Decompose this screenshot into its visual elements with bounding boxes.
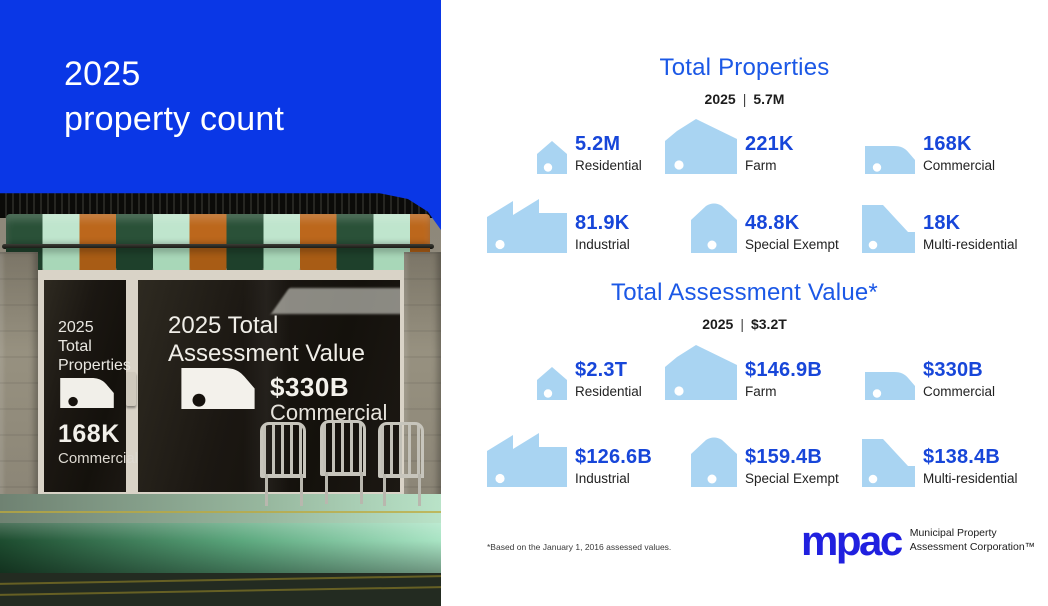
mpac-logo-caption: Municipal Property Assessment Corporatio… xyxy=(910,527,1035,554)
road xyxy=(0,573,441,606)
window-main-value: $330B xyxy=(270,372,350,402)
stat-value: $146.9B xyxy=(745,359,823,381)
stat-special-exempt: 48.8K Special Exempt xyxy=(653,198,839,253)
industrial-icon xyxy=(483,432,567,487)
multi-residential-icon xyxy=(831,205,915,253)
stat-label: Farm xyxy=(745,158,777,173)
stat-value: $159.4B xyxy=(745,446,823,468)
window-left-line2: Total xyxy=(58,338,92,356)
concrete-pillar-left xyxy=(0,252,38,502)
total-assessment-grid: $2.3T Residential $146.9B Farm $330B xyxy=(441,345,1048,487)
awning-frame-bar xyxy=(2,244,434,249)
logo-caption-line2: Assessment Corporation™ xyxy=(909,540,1036,553)
section-total: 5.7M xyxy=(753,91,785,107)
mpac-logo-wordmark: mpac xyxy=(801,517,903,564)
stat-label: Commercial xyxy=(923,384,996,399)
stat-special-exempt: $159.4B Special Exempt xyxy=(653,432,839,487)
window-left-line3: Properties xyxy=(58,357,131,375)
patio-chair xyxy=(258,422,310,506)
stat-label: Special Exempt xyxy=(745,237,839,252)
commercial-icon xyxy=(176,368,260,409)
divider: | xyxy=(742,91,747,107)
industrial-icon xyxy=(483,198,567,253)
section-title-total-assessment-value: Total Assessment Value* xyxy=(611,279,878,306)
stat-value: 81.9K xyxy=(575,212,630,234)
curb-line xyxy=(0,511,441,513)
section-year: 2025 xyxy=(702,316,734,332)
stat-label: Residential xyxy=(575,384,642,399)
window-main-line2: Assessment Value xyxy=(168,340,365,368)
stat-value: 168K xyxy=(923,133,972,155)
stat-label: Industrial xyxy=(575,237,630,252)
window-left-value: 168K xyxy=(58,420,120,448)
section-subtitle: 2025 | 5.7M xyxy=(441,91,1048,107)
section-title-total-properties: Total Properties xyxy=(659,54,830,81)
patio-chair xyxy=(376,422,428,506)
stat-label: Special Exempt xyxy=(745,471,839,486)
patio-chair xyxy=(318,420,370,504)
page-title: 2025 property count xyxy=(64,52,284,142)
stat-value: 5.2M xyxy=(575,133,621,155)
section-total: $3.2T xyxy=(750,316,787,332)
residential-icon xyxy=(483,141,567,174)
farm-icon xyxy=(653,119,737,174)
section-year: 2025 xyxy=(704,91,736,107)
window-left-line1: 2025 xyxy=(58,319,94,336)
section-subtitle: 2025 | $3.2T xyxy=(441,316,1048,332)
window-left-text: 2025 Total Properties xyxy=(58,318,131,376)
stat-commercial: $330B Commercial xyxy=(831,345,1006,400)
special-exempt-icon xyxy=(653,203,737,253)
stat-farm: 221K Farm xyxy=(653,119,831,174)
stat-label: Industrial xyxy=(575,471,630,486)
mpac-logo: mpac Municipal Property Assessment Corpo… xyxy=(801,517,1035,564)
window-left-label: Commercial xyxy=(58,450,139,467)
stat-label: Farm xyxy=(745,384,777,399)
stat-value: 48.8K xyxy=(745,212,800,234)
stat-multi-residential: $138.4B Multi-residential xyxy=(831,432,1018,487)
sidewalk xyxy=(0,494,441,524)
stat-residential: 5.2M Residential xyxy=(483,119,653,174)
commercial-icon xyxy=(831,146,915,174)
stat-value: $138.4B xyxy=(923,446,1001,468)
stat-value: 18K xyxy=(923,212,961,234)
stat-label: Multi-residential xyxy=(923,237,1018,252)
stat-label: Commercial xyxy=(923,158,996,173)
commercial-icon xyxy=(58,378,116,408)
farm-icon xyxy=(653,345,737,400)
stats-panel: Total Properties 2025 | 5.7M 5.2M Resident… xyxy=(441,0,1048,606)
stat-value: 221K xyxy=(745,133,794,155)
stat-industrial: $126.6B Industrial xyxy=(483,432,653,487)
awning-top xyxy=(6,214,430,247)
residential-icon xyxy=(483,367,567,400)
door-hinge xyxy=(126,372,136,406)
stat-value: $2.3T xyxy=(575,359,628,381)
stat-commercial: 168K Commercial xyxy=(831,119,1006,174)
stat-multi-residential: 18K Multi-residential xyxy=(831,198,1018,253)
multi-residential-icon xyxy=(831,439,915,487)
stat-value: $330B xyxy=(923,359,983,381)
commercial-icon xyxy=(831,372,915,400)
divider: | xyxy=(740,316,744,332)
stat-label: Residential xyxy=(575,158,642,173)
title-banner: 2025 property count xyxy=(0,0,441,230)
page-title-line1: 2025 xyxy=(64,55,141,93)
stat-farm: $146.9B Farm xyxy=(653,345,831,400)
window-main-line1: 2025 Total xyxy=(168,312,279,339)
stat-residential: $2.3T Residential xyxy=(483,345,653,400)
stat-value: $126.6B xyxy=(575,446,653,468)
logo-caption-line1: Municipal Property xyxy=(909,527,997,540)
total-properties-grid: 5.2M Residential 221K Farm 168K xyxy=(441,119,1048,253)
page-title-line2: property count xyxy=(64,99,285,138)
special-exempt-icon xyxy=(653,437,737,487)
stat-industrial: 81.9K Industrial xyxy=(483,198,653,253)
green-overlay-band xyxy=(0,523,441,573)
window-main-text: 2025 Total Assessment Value xyxy=(168,312,365,369)
footnote: *Based on the January 1, 2016 assessed v… xyxy=(487,542,672,552)
stat-label: Multi-residential xyxy=(923,471,1018,486)
